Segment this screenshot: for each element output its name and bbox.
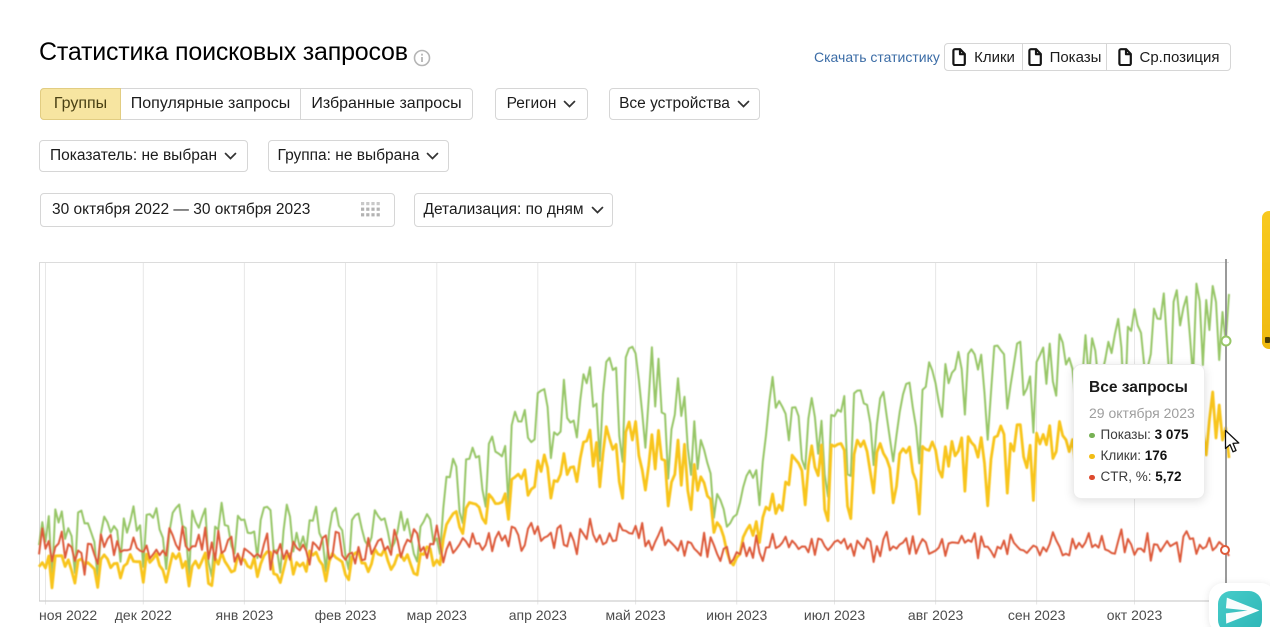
svg-text:май 2023: май 2023 <box>605 607 665 623</box>
svg-text:янв 2023: янв 2023 <box>216 607 274 623</box>
svg-text:окт 2023: окт 2023 <box>1107 607 1163 623</box>
svg-text:сен 2023: сен 2023 <box>1008 607 1066 623</box>
svg-text:ноя 2022: ноя 2022 <box>39 607 97 623</box>
svg-text:авг 2023: авг 2023 <box>908 607 964 623</box>
svg-text:фев 2023: фев 2023 <box>315 607 377 623</box>
svg-text:июл 2023: июл 2023 <box>804 607 865 623</box>
svg-text:мар 2023: мар 2023 <box>407 607 467 623</box>
svg-text:апр 2023: апр 2023 <box>509 607 567 623</box>
svg-text:дек 2022: дек 2022 <box>115 607 172 623</box>
svg-text:июн 2023: июн 2023 <box>706 607 767 623</box>
